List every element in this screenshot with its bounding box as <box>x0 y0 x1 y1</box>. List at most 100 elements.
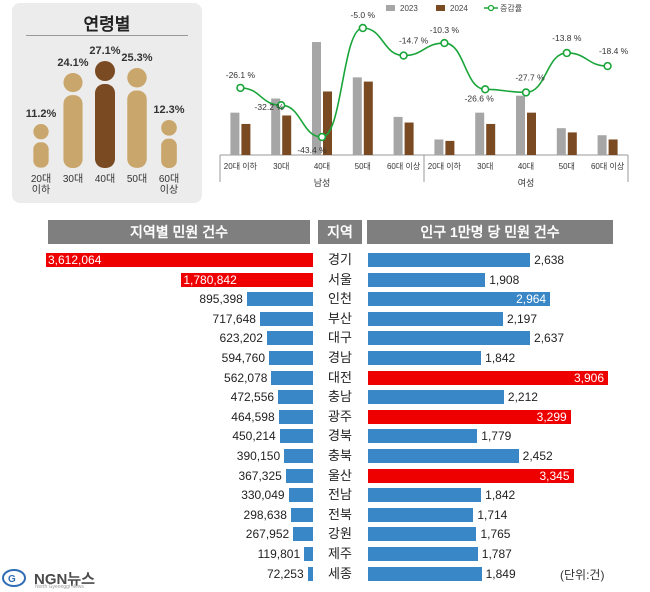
per-capita-bar <box>368 449 519 463</box>
rate-point <box>358 23 368 33</box>
per-capita-bar <box>368 351 482 365</box>
rate-data-label: -32.2 % <box>255 102 285 112</box>
region-count-value: 390,150 <box>236 449 281 463</box>
per-capita-bar <box>368 370 608 385</box>
rate-data-label: -10.3 % <box>430 25 460 35</box>
bar-2023 <box>516 95 525 155</box>
region-count-value: 717,648 <box>212 311 256 326</box>
bar-2024 <box>527 112 536 155</box>
rate-data-label: -26.6 % <box>465 93 495 103</box>
rate-point <box>317 132 327 142</box>
per-capita-value: 1,842 <box>485 488 516 503</box>
per-capita-value: 2,212 <box>507 390 538 405</box>
x-tick-label: 30대 <box>477 162 493 171</box>
legend-swatch-1 <box>436 5 445 11</box>
rate-point <box>562 48 571 58</box>
rate-data-label: -5.0 % <box>351 10 376 20</box>
region-count-value: 1,780,842 <box>183 272 237 287</box>
per-capita-value: 2,964 <box>516 292 547 307</box>
region-name: 대구 <box>328 330 352 346</box>
region-name: 울산 <box>328 467 352 483</box>
region-name: 서울 <box>328 271 352 287</box>
age-panel-divider <box>26 35 188 36</box>
per-capita-bar <box>368 311 503 326</box>
region-count-value: 367,325 <box>238 468 282 483</box>
per-capita-value: 2,197 <box>506 311 538 326</box>
region-count-bar <box>278 409 313 424</box>
region-name: 충북 <box>328 448 352 463</box>
age-figure-0 <box>33 124 49 168</box>
rate-point <box>521 88 531 97</box>
header-per-capita: 인구 1만명 당 민원 건수 <box>367 220 613 244</box>
per-capita-bar <box>368 527 477 542</box>
region-count-bar <box>266 331 313 346</box>
gender-age-combo-chart: 2023 2024 증감률 20대 이하 30대 40대 50대 60대 이상 20대 이하 30… <box>219 3 629 188</box>
region-count-bar <box>181 272 313 287</box>
per-capita-value: 1,787 <box>481 547 512 561</box>
age-panel-title: 연령별 <box>83 15 131 34</box>
legend-label-2: 증감률 <box>500 3 522 13</box>
region-count-bar <box>293 527 313 542</box>
region-count-bar <box>259 311 313 326</box>
region-count-value: 72,253 <box>266 566 304 581</box>
per-capita-value: 2,452 <box>522 449 553 463</box>
ngn-logo-subtext: North Gyeonggi News <box>35 584 84 590</box>
region-name: 제주 <box>328 546 352 561</box>
ngn-logo-text: NGN뉴스 <box>34 571 95 588</box>
age-percent-label: 25.3% <box>121 52 153 65</box>
per-capita-value: 1,842 <box>485 351 516 365</box>
legend-swatch-0 <box>386 5 395 11</box>
rate-point <box>276 101 286 110</box>
region-count-value: 450,214 <box>232 429 276 444</box>
age-group-label: 30대 <box>62 174 84 185</box>
group-label: 여성 <box>518 177 535 188</box>
region-count-bar <box>46 253 313 267</box>
per-capita-bar <box>368 429 478 444</box>
bar-2024 <box>608 139 618 155</box>
region-count-value: 267,952 <box>245 527 290 542</box>
region-name: 부산 <box>328 310 352 326</box>
bar-2023 <box>271 98 281 155</box>
region-count-value: 895,398 <box>199 292 243 307</box>
rate-point <box>481 85 490 94</box>
svg-text:G: G <box>8 574 16 585</box>
x-tick-label: 40대 <box>314 162 330 171</box>
age-group-label: 60대 이상 <box>158 174 180 196</box>
age-group-label: 50대 <box>126 174 148 185</box>
region-count-bar <box>304 547 313 561</box>
region-name: 경북 <box>328 428 352 444</box>
rate-data-label: -26.1 % <box>226 70 256 80</box>
ngn-logo: G NGN뉴스 North Gyeonggi News <box>2 566 132 590</box>
region-count-value: 562,078 <box>224 370 268 385</box>
region-count-bar <box>271 370 313 385</box>
bar-2023 <box>556 128 566 155</box>
rate-data-label: -43.4 % <box>297 145 327 155</box>
region-count-value: 330,049 <box>241 488 285 503</box>
region-name: 경남 <box>328 350 352 365</box>
region-count-bar <box>246 292 313 307</box>
per-capita-bar <box>368 547 478 561</box>
per-capita-bar <box>368 566 482 581</box>
per-capita-value: 1,765 <box>480 527 511 542</box>
region-name: 인천 <box>328 291 352 307</box>
age-panel: 연령별 11.2% 20대 이하 24.1% 30대 27.1% 40대 25.3% 50대 12… <box>12 3 202 203</box>
per-capita-value: 1,714 <box>477 507 508 522</box>
rate-point <box>399 51 408 60</box>
region-count-bar <box>288 488 313 503</box>
per-capita-value: 1,849 <box>485 566 516 581</box>
bar-2024 <box>282 115 292 155</box>
region-name: 광주 <box>328 408 352 424</box>
x-tick-label: 20대 이하 <box>224 161 258 171</box>
region-count-value: 623,202 <box>219 331 263 346</box>
bar-2023 <box>434 139 444 155</box>
age-group-label: 20대 이하 <box>30 174 52 196</box>
rate-data-label: -18.4 % <box>599 46 629 56</box>
per-capita-bar <box>368 409 571 424</box>
region-name: 경기 <box>328 252 352 267</box>
bar-2023 <box>352 77 362 155</box>
region-count-bar <box>307 566 313 581</box>
per-capita-bar <box>368 272 486 287</box>
region-name: 충남 <box>328 389 352 405</box>
age-percent-label: 27.1% <box>89 45 121 57</box>
age-figure-3 <box>127 68 147 168</box>
